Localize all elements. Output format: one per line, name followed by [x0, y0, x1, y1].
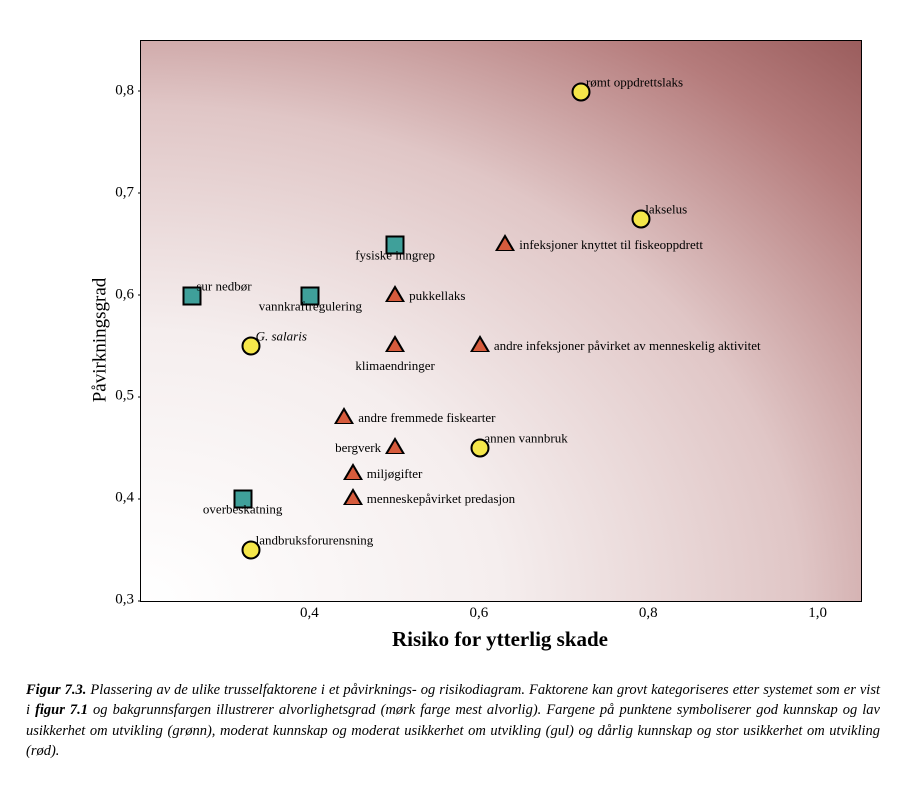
plot-area: rømt oppdrettslakslakselusfysiske inngre… [140, 40, 862, 602]
background-gradient [141, 41, 861, 601]
x-tick: 0,8 [639, 605, 658, 622]
x-tick: 1,0 [808, 605, 827, 622]
x-tick: 0,4 [300, 605, 319, 622]
chart-container: Påvirkningsgrad 0,30,40,50,60,70,8 0,40,… [20, 20, 886, 660]
caption-body-2: og bakgrunnsfargen illustrerer alvorligh… [26, 702, 880, 759]
y-tick: 0,6 [100, 286, 134, 303]
y-tick: 0,4 [100, 490, 134, 507]
figure-caption: Figur 7.3. Plassering av de ulike trusse… [20, 680, 886, 761]
y-tick: 0,5 [100, 388, 134, 405]
x-axis-label: Risiko for ytterlig skade [140, 627, 860, 652]
caption-figref: figur 7.1 [35, 702, 88, 718]
y-tick: 0,8 [100, 82, 134, 99]
y-tick: 0,7 [100, 184, 134, 201]
caption-lead: Figur 7.3. [26, 682, 86, 698]
x-tick: 0,6 [469, 605, 488, 622]
y-tick: 0,3 [100, 592, 134, 609]
